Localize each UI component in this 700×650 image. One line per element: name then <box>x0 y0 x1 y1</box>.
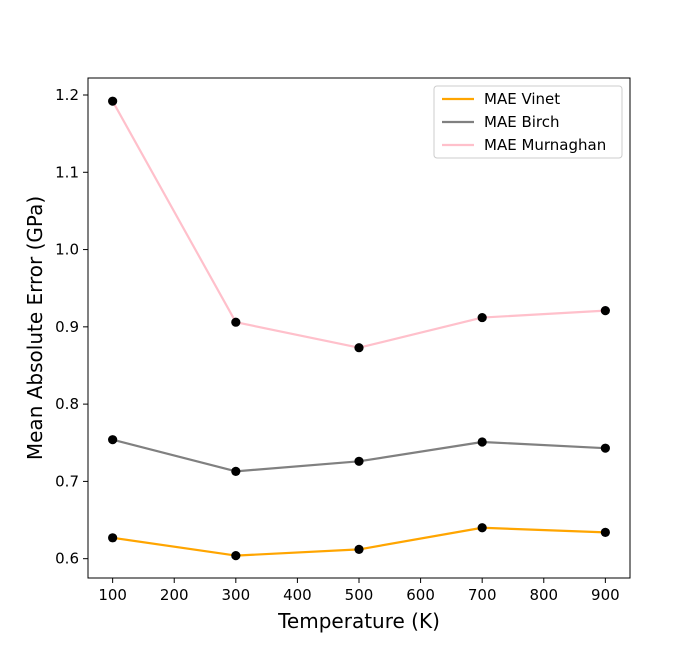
data-point <box>231 317 241 327</box>
legend-entry: MAE Birch <box>484 113 560 131</box>
data-point <box>600 306 610 316</box>
x-tick-label: 400 <box>283 586 312 604</box>
data-point <box>108 435 118 445</box>
data-point <box>477 523 487 533</box>
x-tick-label: 700 <box>468 586 497 604</box>
y-tick-label: 1.0 <box>55 241 79 259</box>
y-tick-label: 0.6 <box>55 550 79 568</box>
data-point <box>354 343 364 353</box>
data-point <box>231 550 241 561</box>
y-tick-label: 0.8 <box>55 395 79 413</box>
x-axis-label: Temperature (K) <box>277 609 440 633</box>
y-tick-label: 1.1 <box>55 163 79 181</box>
x-tick-label: 300 <box>221 586 250 604</box>
data-point <box>354 544 364 555</box>
x-tick-label: 800 <box>529 586 558 604</box>
y-tick-label: 1.2 <box>55 86 79 104</box>
series-layer <box>111 100 606 557</box>
x-axis-ticks: 100 200 300 400 500 600 700 800 900 <box>98 578 620 604</box>
legend-box <box>433 85 623 159</box>
series-line-1 <box>112 438 606 473</box>
data-point <box>600 527 610 538</box>
x-tick-label: 200 <box>160 586 189 604</box>
x-tick-label: 900 <box>591 586 620 604</box>
data-point <box>354 456 364 466</box>
data-point <box>477 312 487 323</box>
x-tick-label: 600 <box>406 586 435 604</box>
legend-entry: MAE Vinet <box>484 90 560 108</box>
data-point <box>108 533 118 543</box>
x-tick-label: 500 <box>345 586 374 604</box>
legend: MAE Vinet MAE Birch MAE Murnaghan <box>433 85 623 159</box>
data-point <box>108 96 118 106</box>
y-tick-label: 0.9 <box>55 318 79 336</box>
data-point <box>600 443 610 453</box>
y-tick-label: 0.7 <box>55 472 79 490</box>
legend-entry: MAE Murnaghan <box>484 136 606 154</box>
data-point <box>231 466 241 476</box>
marker-layer <box>108 96 610 561</box>
y-axis-label: Mean Absolute Error (GPa) <box>23 196 47 460</box>
x-tick-label: 100 <box>98 586 127 604</box>
y-axis-ticks: 0.6 0.7 0.8 0.9 1.0 1.1 1.2 <box>55 86 88 568</box>
data-point <box>477 437 487 447</box>
